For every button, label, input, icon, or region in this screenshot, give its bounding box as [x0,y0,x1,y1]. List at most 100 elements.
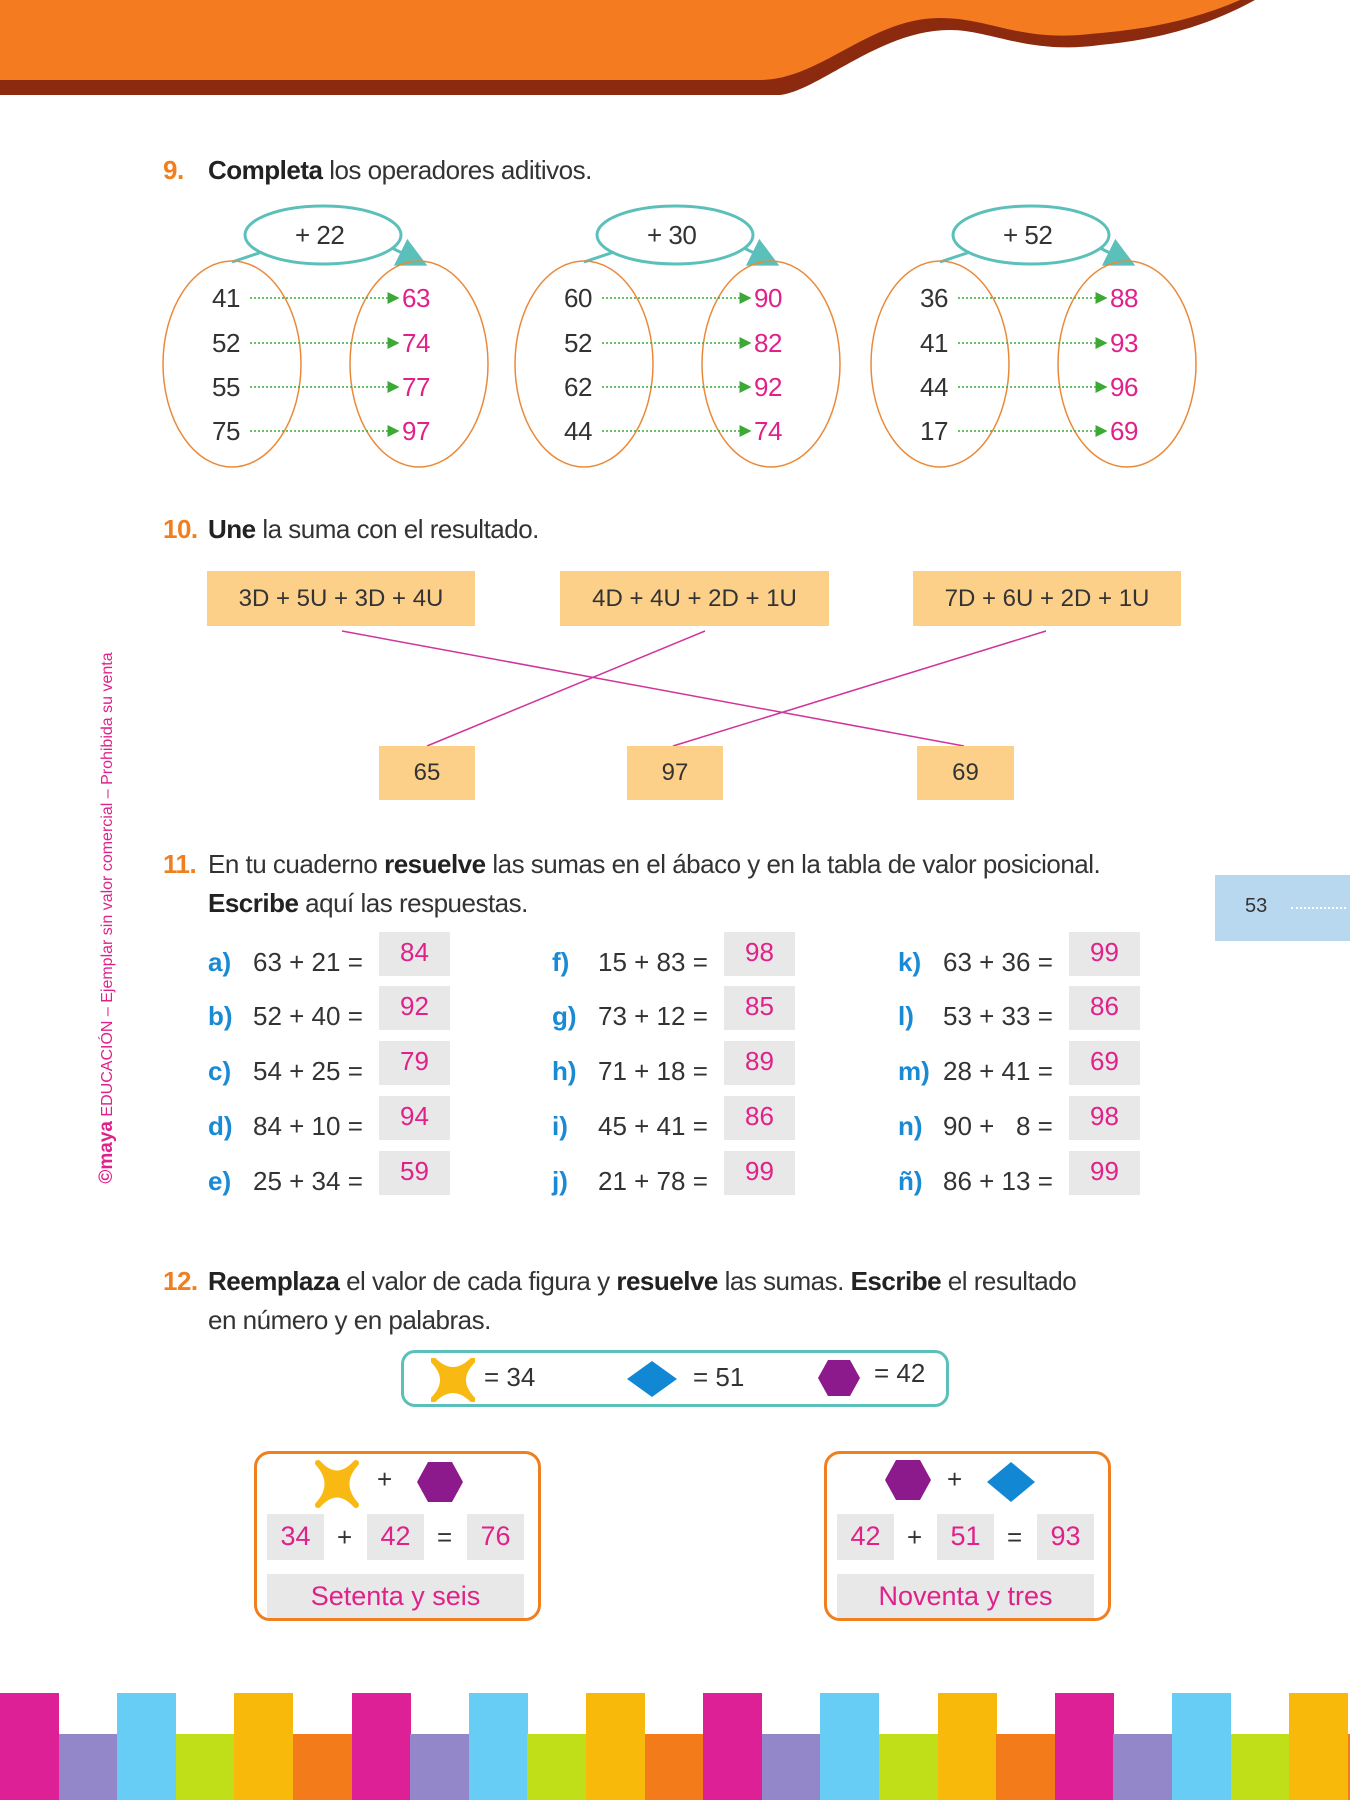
page-number-tab: 53 [1215,875,1350,941]
answer-box[interactable]: 98 [724,932,795,976]
legend-value: = 51 [693,1362,745,1392]
answer-box[interactable]: 85 [724,986,795,1030]
answer-box[interactable]: 59 [379,1151,450,1195]
item-letter: c) [208,1056,232,1086]
item-expression: 90 + 8 = [943,1111,1053,1141]
answer-box[interactable]: 69 [1069,1041,1140,1085]
words-box[interactable]: Noventa y tres [837,1574,1094,1618]
item-letter: l) [898,1001,914,1031]
output-number: 92 [754,372,782,402]
stripe [879,1734,939,1800]
item-expression: 45 + 41 = [598,1111,708,1141]
plus-sign: + [377,1464,393,1494]
item-letter: a) [208,947,232,977]
dotted-line-icon [1291,907,1346,909]
answer-box[interactable]: 99 [724,1151,795,1195]
item-letter: h) [552,1056,577,1086]
output-number: 74 [402,328,430,358]
output-number: 97 [402,416,430,446]
stripe [703,1693,763,1800]
answer-box[interactable]: 84 [379,932,450,976]
sum-card: +34 +42 = 76 Setenta y seis [254,1451,541,1621]
input-number: 44 [564,416,592,446]
maya-logo: ©maya [96,1121,117,1184]
answer-box[interactable]: 94 [379,1096,450,1140]
input-number: 55 [212,372,240,402]
answer-box[interactable]: 98 [1069,1096,1140,1140]
addend-box[interactable]: 42 [837,1514,894,1560]
output-set-ellipse [701,260,841,468]
stripe [644,1734,704,1800]
legend-value: = 34 [484,1362,536,1392]
item-expression: 86 + 13 = [943,1166,1053,1196]
stripe [1172,1693,1232,1800]
plus-sign: + [947,1464,963,1494]
diamond-icon [987,1462,1035,1502]
sum-box[interactable]: 76 [467,1514,524,1560]
hexagon-icon [885,1460,931,1500]
item-expression: 53 + 33 = [943,1001,1053,1031]
item-letter: b) [208,1001,233,1031]
item-expression: 63 + 36 = [943,947,1053,977]
stripe [117,1693,177,1800]
input-number: 44 [920,372,948,402]
item-letter: j) [552,1166,568,1196]
input-number: 36 [920,283,948,313]
item-expression: 21 + 78 = [598,1166,708,1196]
answer-box[interactable]: 89 [724,1041,795,1085]
input-set-ellipse [162,260,302,468]
stripe [1230,1734,1290,1800]
plus-sign: + [337,1522,353,1552]
addend-box[interactable]: 51 [937,1514,994,1560]
output-set-ellipse [1057,260,1197,468]
hexagon-icon [417,1462,463,1502]
plus-sign: + [907,1522,923,1552]
output-number: 88 [1110,283,1138,313]
answer-box[interactable]: 86 [724,1096,795,1140]
sum-card: +42 +51 = 93 Noventa y tres [824,1451,1111,1621]
addend-box[interactable]: 42 [367,1514,424,1560]
stripe [1289,1693,1349,1800]
match-line [672,630,1047,747]
item-letter: e) [208,1166,232,1196]
addend-box[interactable]: 34 [267,1514,324,1560]
item-letter: m) [898,1056,930,1086]
item-expression: 25 + 34 = [253,1166,363,1196]
stripe [937,1693,997,1800]
equals-sign: = [437,1522,453,1552]
words-box[interactable]: Setenta y seis [267,1574,524,1618]
item-expression: 54 + 25 = [253,1056,363,1086]
star-icon [431,1358,475,1402]
answer-box[interactable]: 99 [1069,1151,1140,1195]
item-letter: f) [552,947,570,977]
legend-value: = 42 [874,1358,926,1388]
answer-box[interactable]: 99 [1069,932,1140,976]
stripe [1113,1734,1173,1800]
input-number: 17 [920,416,948,446]
sum-box: 3D + 5U + 3D + 4U [207,571,475,626]
item-letter: n) [898,1111,923,1141]
diamond-icon [627,1361,677,1397]
item-expression: 63 + 21 = [253,947,363,977]
stripe [410,1734,470,1800]
input-set-ellipse [514,260,654,468]
operator-ellipse [951,204,1111,266]
answer-box[interactable]: 79 [379,1041,450,1085]
answer-box[interactable]: 92 [379,986,450,1030]
item-expression: 52 + 40 = [253,1001,363,1031]
input-number: 41 [920,328,948,358]
item-expression: 73 + 12 = [598,1001,708,1031]
output-number: 74 [754,416,782,446]
input-number: 62 [564,372,592,402]
operator-arrow-in [939,250,971,264]
operator-ellipse [595,204,755,266]
answer-box[interactable]: 86 [1069,986,1140,1030]
output-number: 77 [402,372,430,402]
item-expression: 15 + 83 = [598,947,708,977]
output-number: 69 [1110,416,1138,446]
item-expression: 71 + 18 = [598,1056,708,1086]
item-letter: g) [552,1001,577,1031]
sum-box[interactable]: 93 [1037,1514,1094,1560]
input-number: 52 [564,328,592,358]
operator-ellipse [243,204,403,266]
